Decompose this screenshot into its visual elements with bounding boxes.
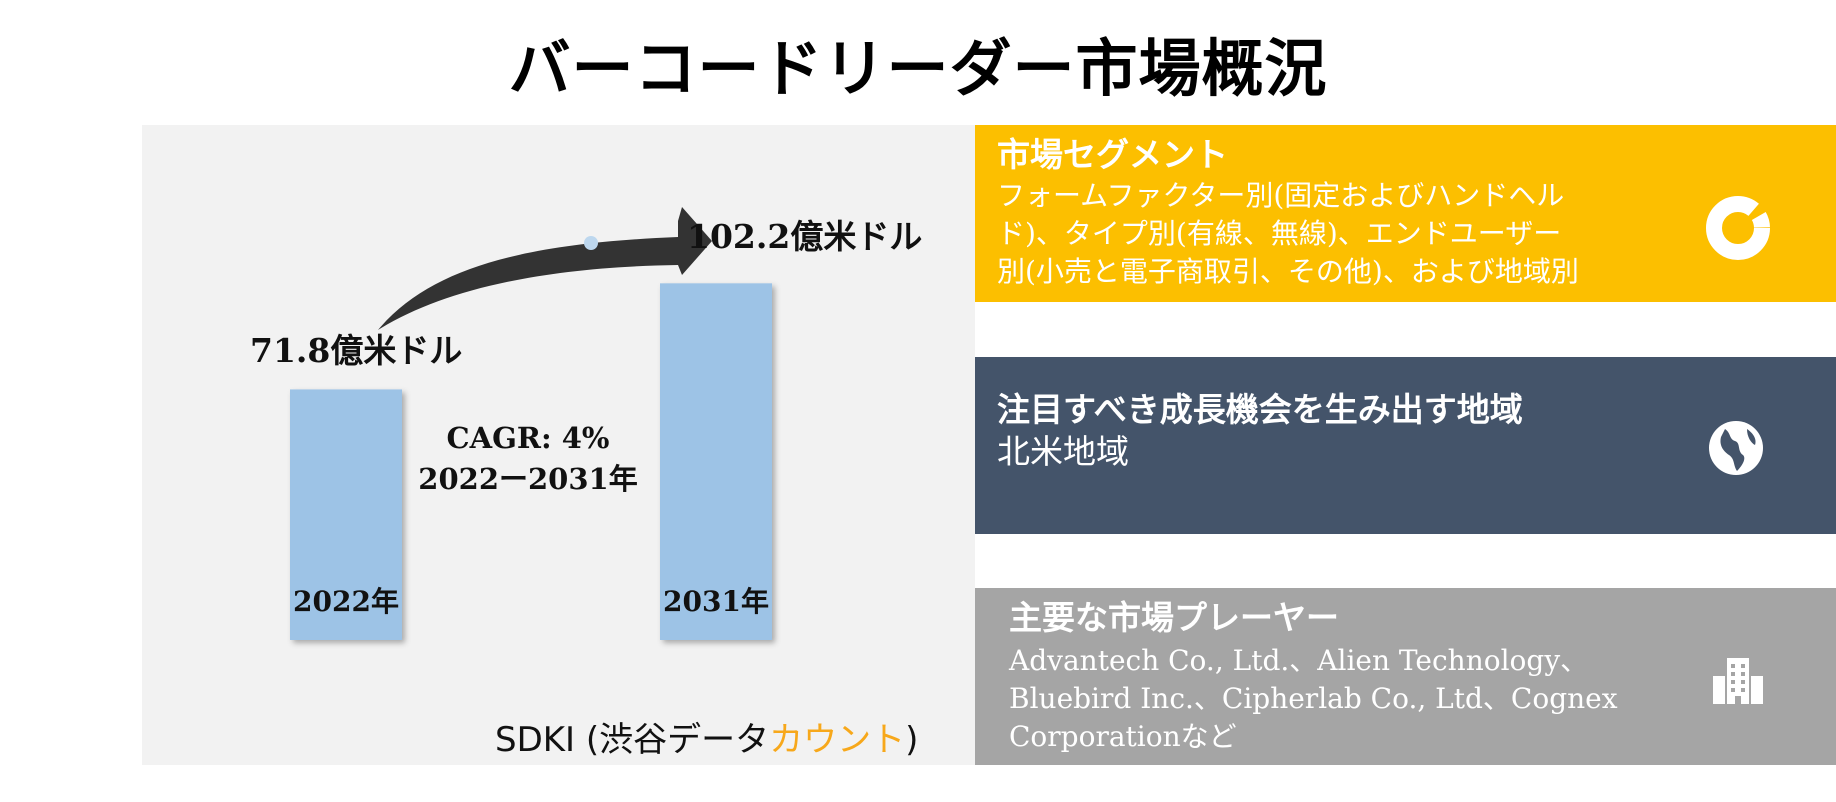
category-label-2031: 2031年 <box>663 585 769 618</box>
sdki-logo: SDKI (渋谷データカウント) <box>495 712 918 761</box>
segments-line: 別(小売と電子商取引、その他)、および地域別 <box>997 255 1579 288</box>
segments-line: フォームファクター別(固定およびハンドヘル <box>997 179 1565 212</box>
buildings-icon <box>1713 658 1763 704</box>
players-line: Bluebird Inc.、Cipherlab Co., Ltd、Cognex <box>1009 682 1618 715</box>
players-line: Corporationなど <box>1009 720 1237 753</box>
cagr-label: CAGR: 4% <box>447 421 610 455</box>
page-title: バーコードリーダー市場概況 <box>508 32 1328 105</box>
category-label-2022: 2022年 <box>293 585 399 618</box>
bar-2031 <box>660 283 772 640</box>
chart-panel: 71.8億米ドル 102.2億米ドル CAGR: 4% 2022ー2031年 2… <box>142 125 975 765</box>
players-line: Advantech Co., Ltd.、Alien Technology、 <box>1009 644 1589 677</box>
logo-text: SDKI (渋谷データ <box>495 720 770 760</box>
segments-heading: 市場セグメント <box>997 135 1228 174</box>
players-heading: 主要な市場プレーヤー <box>1009 598 1339 637</box>
logo-close-text: ) <box>905 720 919 760</box>
bar-2022 <box>290 389 402 640</box>
key-players-card: 主要な市場プレーヤー Advantech Co., Ltd.、Alien Tec… <box>975 588 1836 765</box>
logo-accent-text: カウント <box>769 720 906 760</box>
value-label-2022: 71.8億米ドル <box>250 331 462 370</box>
arrow-dot <box>584 236 598 250</box>
market-size-chart: 71.8億米ドル 102.2億米ドル CAGR: 4% 2022ー2031年 2… <box>250 207 922 640</box>
period-label: 2022ー2031年 <box>418 462 637 496</box>
growth-region-card: 注目すべき成長機会を生み出す地域 北米地域 <box>975 357 1836 534</box>
region-heading: 注目すべき成長機会を生み出す地域 <box>997 390 1523 429</box>
region-value: 北米地域 <box>997 432 1129 471</box>
globe-icon <box>1709 421 1763 475</box>
market-segments-card: 市場セグメント フォームファクター別(固定およびハンドヘル ド)、タイプ別(有線… <box>975 125 1836 302</box>
donut-chart-icon <box>1706 196 1770 260</box>
value-label-2031: 102.2億米ドル <box>687 217 922 256</box>
segments-line: ド)、タイプ別(有線、無線)、エンドユーザー <box>997 217 1562 250</box>
growth-arrow <box>378 207 712 330</box>
